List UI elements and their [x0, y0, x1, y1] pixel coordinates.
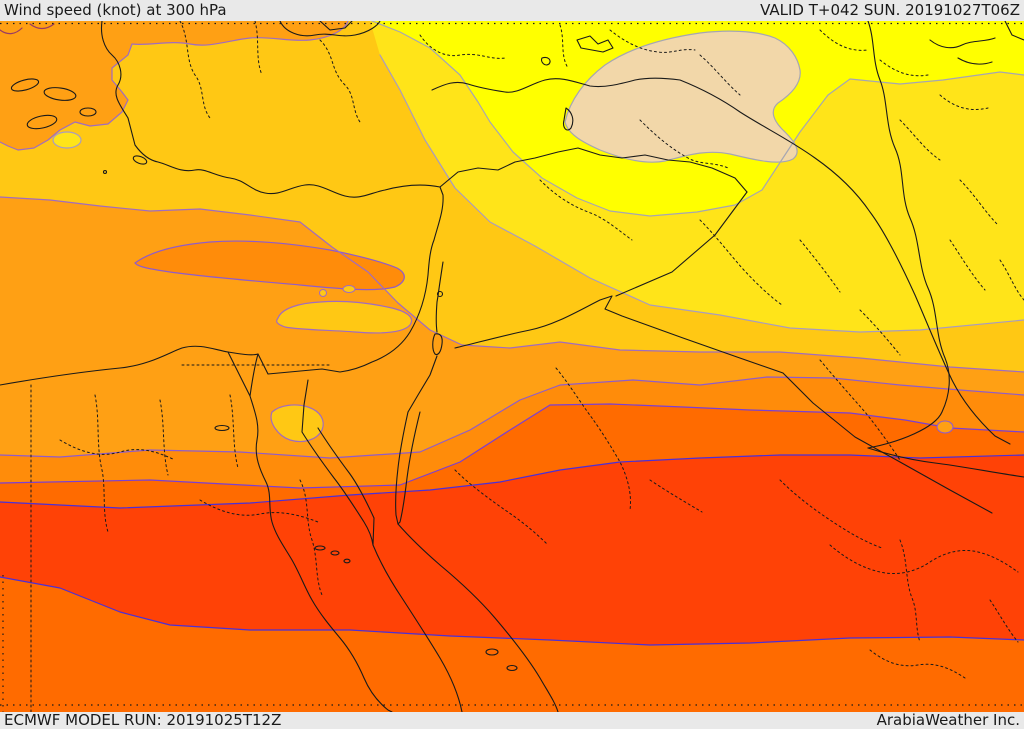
- island: [26, 114, 58, 130]
- contour-red-bottom: [0, 576, 1024, 646]
- islet: [485, 648, 499, 656]
- top-status-bar: Wind speed (knot) at 300 hPa VALID T+042…: [0, 0, 1024, 21]
- band-gold-pocket-small: [270, 404, 324, 443]
- band-orange-nw-blob: [0, 21, 348, 150]
- islet: [330, 550, 340, 556]
- contour-maroon-fragment: [0, 23, 55, 35]
- coastline-mediterranean: [0, 117, 444, 386]
- admin-boundaries-saudi-south: [829, 539, 1019, 679]
- contour-dark-orange-south: [0, 403, 1024, 489]
- coastline-aegean: [100, 21, 129, 119]
- border-jordan-saudi-iraq: [454, 295, 993, 514]
- contour-deep-orange-south: [0, 376, 1024, 459]
- band-yellow-small-blob: [52, 131, 82, 149]
- wind-speed-contour-map: [0, 21, 1024, 712]
- contour-yellow-mid-edge: [379, 54, 1024, 333]
- border-iraq-iran: [867, 21, 950, 449]
- islet: [102, 169, 108, 175]
- model-run-label: ECMWF MODEL RUN: 20191025T12Z: [4, 711, 282, 729]
- admin-boundaries-turkey: [179, 21, 741, 169]
- band-deep-orange-lens: [134, 240, 405, 291]
- red-sea-arabian-coast: [397, 523, 559, 712]
- river-euphrates-tigris: [431, 77, 1011, 445]
- lake-qarun: [214, 424, 230, 432]
- border-syria-iraq: [615, 191, 748, 297]
- border-caucasus: [929, 21, 1024, 65]
- border-iran-south: [867, 447, 1024, 478]
- admin-boundaries-egypt: [30, 364, 331, 712]
- band-orange-hole: [936, 420, 954, 434]
- contour-gold-edge: [0, 196, 1024, 373]
- gulf-of-aqaba: [395, 411, 421, 525]
- bottom-status-bar: [0, 712, 1024, 729]
- islet: [314, 545, 326, 551]
- valid-time-label: VALID T+042 SUN. 20191027T06Z: [760, 1, 1020, 19]
- island-rhodes: [132, 155, 148, 165]
- coastline-marmara: [279, 21, 381, 37]
- red-sea-african-coast: [372, 544, 463, 712]
- band-gold-dot: [342, 285, 356, 293]
- gulf-of-suez: [301, 379, 375, 546]
- island: [79, 107, 97, 117]
- band-gold-pocket: [276, 300, 413, 334]
- admin-boundaries-iran: [819, 29, 1024, 301]
- lake-turkey: [541, 35, 614, 131]
- river-nile: [227, 351, 393, 712]
- islet: [506, 664, 518, 672]
- map-canvas: [0, 21, 1024, 712]
- band-red-max: [0, 455, 1024, 645]
- jordan-valley-dead-sea: [407, 261, 444, 413]
- island: [43, 87, 77, 101]
- islet: [343, 558, 351, 564]
- lake-galilee: [436, 290, 444, 298]
- band-cream-blob: [564, 30, 801, 163]
- border-turkey-syria: [439, 147, 748, 193]
- contour-red-top: [0, 454, 1024, 509]
- band-gold-dot: [319, 289, 327, 297]
- island: [10, 78, 40, 92]
- map-title: Wind speed (knot) at 300 hPa: [4, 1, 227, 19]
- brand-label: ArabiaWeather Inc.: [876, 711, 1020, 729]
